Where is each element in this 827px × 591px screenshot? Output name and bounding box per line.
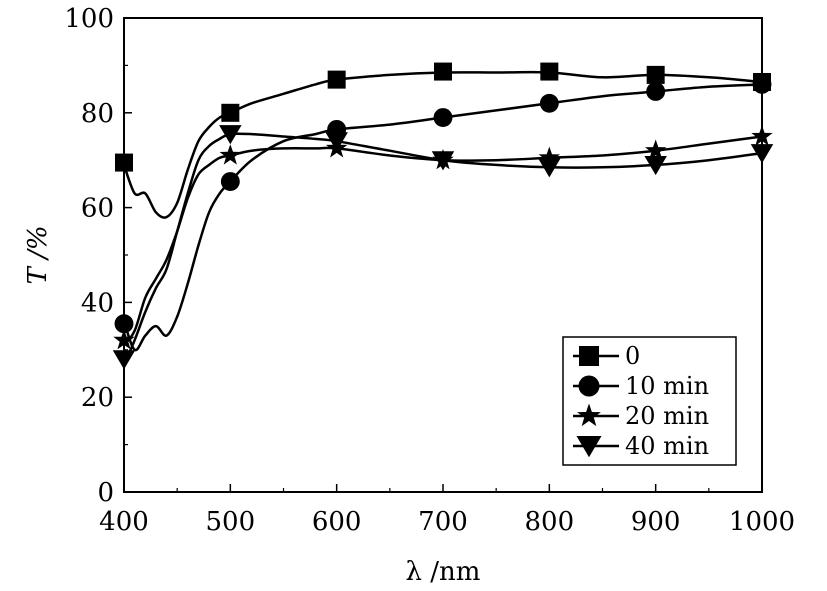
series-line-1 (122, 70, 763, 219)
series-line-2 (122, 83, 763, 352)
y-tick-label: 40 (81, 288, 114, 318)
data-point-circle (539, 93, 559, 113)
y-axis-ticks: 0 20 40 60 80 100 (64, 4, 132, 508)
data-point-square (540, 62, 559, 81)
data-point-triangle-down (325, 132, 348, 152)
x-tick-label: 600 (312, 507, 362, 537)
plot-markers (112, 62, 774, 370)
legend-label: 20 min (625, 402, 709, 430)
legend-marker-star (577, 403, 601, 427)
series-line-3 (123, 135, 763, 346)
data-point-circle (646, 82, 666, 101)
legend-label: 0 (625, 342, 640, 370)
data-point-circle (220, 172, 240, 191)
x-tick-label: 800 (525, 507, 575, 537)
x-axis-ticks: 400 500 600 700 800 900 1000 (99, 484, 795, 537)
data-point-star (219, 144, 241, 165)
legend-marker-triangle-down (576, 436, 602, 458)
y-axis-title: T /% (23, 225, 53, 284)
data-point-triangle-down (431, 151, 455, 171)
data-point-circle (433, 108, 453, 127)
legend-label: 10 min (625, 372, 709, 400)
data-point-triangle-down (644, 155, 667, 176)
data-point-square (327, 70, 346, 89)
data-point-triangle-down (219, 125, 242, 145)
series-line-4 (122, 132, 763, 365)
y-tick-label: 0 (97, 478, 114, 508)
legend-marker-circle (578, 375, 600, 397)
y-tick-label: 60 (81, 194, 114, 224)
legend-label: 40 min (625, 432, 709, 460)
plot-lines (122, 70, 763, 365)
y-tick-label: 80 (81, 99, 114, 129)
x-tick-label: 700 (418, 507, 468, 537)
y-tick-label: 100 (64, 4, 114, 34)
data-point-square (221, 103, 240, 122)
x-tick-label: 400 (99, 507, 149, 537)
data-point-square (646, 65, 665, 84)
y-tick-label: 20 (81, 383, 114, 413)
data-point-triangle-down (538, 158, 561, 178)
data-point-star (538, 146, 560, 167)
x-tick-label: 1000 (729, 507, 795, 537)
x-tick-label: 900 (631, 507, 681, 537)
legend-marker-square (579, 346, 599, 366)
data-point-square (434, 62, 452, 81)
data-point-star (645, 139, 667, 160)
x-tick-label: 500 (206, 507, 256, 537)
x-axis-title: λ /nm (406, 557, 481, 587)
